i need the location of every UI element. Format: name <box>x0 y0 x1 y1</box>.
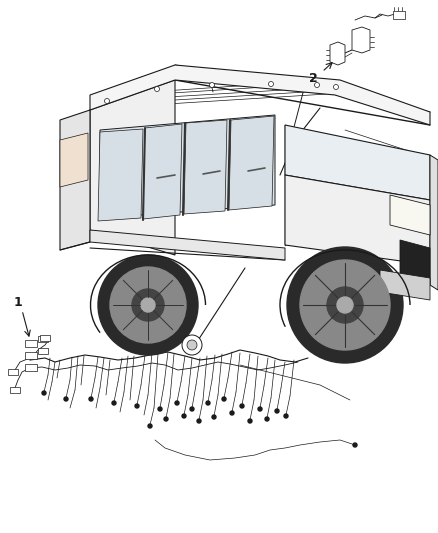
Circle shape <box>132 289 164 321</box>
Bar <box>25 340 37 347</box>
Circle shape <box>112 401 116 405</box>
Polygon shape <box>380 270 430 300</box>
Circle shape <box>148 424 152 428</box>
Circle shape <box>89 397 93 401</box>
Bar <box>40 335 50 341</box>
Polygon shape <box>390 195 430 235</box>
Bar <box>38 336 48 342</box>
Polygon shape <box>330 42 345 65</box>
Text: 2: 2 <box>309 71 318 85</box>
Bar <box>25 352 37 359</box>
Circle shape <box>64 397 68 401</box>
Circle shape <box>353 443 357 447</box>
Circle shape <box>240 404 244 408</box>
Polygon shape <box>229 116 274 210</box>
Polygon shape <box>143 124 182 219</box>
Circle shape <box>105 99 110 103</box>
Circle shape <box>314 83 319 87</box>
Polygon shape <box>184 120 227 214</box>
Polygon shape <box>285 125 430 200</box>
Circle shape <box>110 267 186 343</box>
Circle shape <box>175 401 179 405</box>
Bar <box>8 369 18 375</box>
Circle shape <box>284 414 288 418</box>
Circle shape <box>182 414 186 418</box>
Circle shape <box>222 397 226 401</box>
Polygon shape <box>60 133 88 187</box>
Text: 1: 1 <box>14 295 22 309</box>
Circle shape <box>265 417 269 421</box>
Bar <box>393 11 405 19</box>
Circle shape <box>42 391 46 395</box>
Circle shape <box>164 417 168 421</box>
Circle shape <box>248 419 252 423</box>
Polygon shape <box>285 175 430 265</box>
Bar <box>38 348 48 354</box>
Circle shape <box>327 287 363 323</box>
Circle shape <box>230 411 234 415</box>
Polygon shape <box>352 27 370 53</box>
Circle shape <box>300 260 390 350</box>
Bar <box>10 387 20 393</box>
Circle shape <box>197 419 201 423</box>
Circle shape <box>182 335 202 355</box>
Circle shape <box>155 86 159 92</box>
Polygon shape <box>100 115 275 218</box>
Bar <box>25 364 37 371</box>
Polygon shape <box>400 240 430 285</box>
Polygon shape <box>60 110 90 250</box>
Circle shape <box>158 407 162 411</box>
Circle shape <box>287 247 403 363</box>
Circle shape <box>268 82 273 86</box>
Circle shape <box>333 85 339 90</box>
Polygon shape <box>430 155 438 290</box>
Circle shape <box>187 340 197 350</box>
Circle shape <box>212 415 216 419</box>
Polygon shape <box>90 65 430 125</box>
Circle shape <box>141 298 155 312</box>
Circle shape <box>209 83 215 87</box>
Circle shape <box>135 404 139 408</box>
Polygon shape <box>90 230 285 260</box>
Circle shape <box>337 297 353 313</box>
Polygon shape <box>98 129 143 221</box>
Circle shape <box>275 409 279 413</box>
Circle shape <box>98 255 198 355</box>
Circle shape <box>190 407 194 411</box>
Circle shape <box>206 401 210 405</box>
Polygon shape <box>90 80 175 255</box>
Circle shape <box>258 407 262 411</box>
